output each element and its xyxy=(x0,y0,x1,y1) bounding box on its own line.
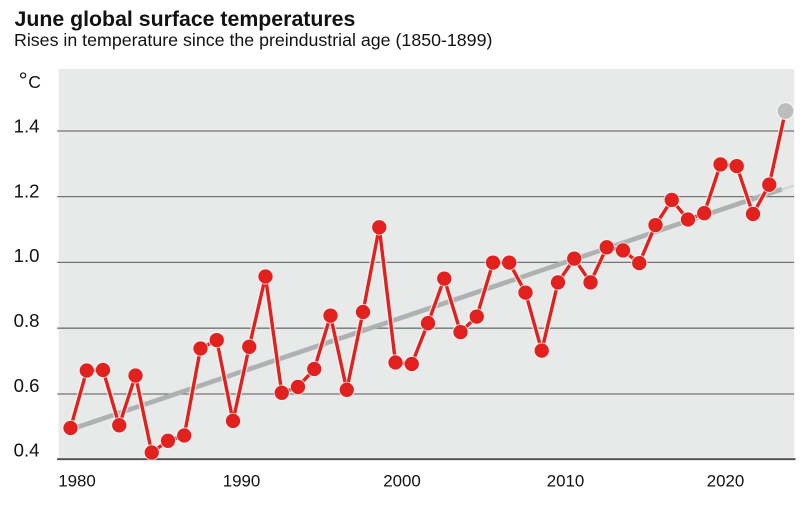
svg-text:2020: 2020 xyxy=(707,472,745,491)
svg-text:June global surface temperatur: June global surface temperatures xyxy=(15,7,356,31)
svg-text:°C: °C xyxy=(19,68,42,93)
svg-text:0.4: 0.4 xyxy=(14,440,40,461)
svg-text:Rises in temperature since the: Rises in temperature since the preindust… xyxy=(14,30,492,50)
svg-text:1.4: 1.4 xyxy=(14,116,40,137)
svg-text:1.2: 1.2 xyxy=(14,180,40,201)
svg-text:1.0: 1.0 xyxy=(14,245,40,266)
svg-text:2010: 2010 xyxy=(547,472,585,491)
svg-text:0.8: 0.8 xyxy=(14,310,40,331)
svg-text:0.6: 0.6 xyxy=(14,375,40,396)
svg-text:1990: 1990 xyxy=(223,472,261,491)
svg-text:1980: 1980 xyxy=(58,472,96,491)
svg-text:2000: 2000 xyxy=(383,472,421,491)
